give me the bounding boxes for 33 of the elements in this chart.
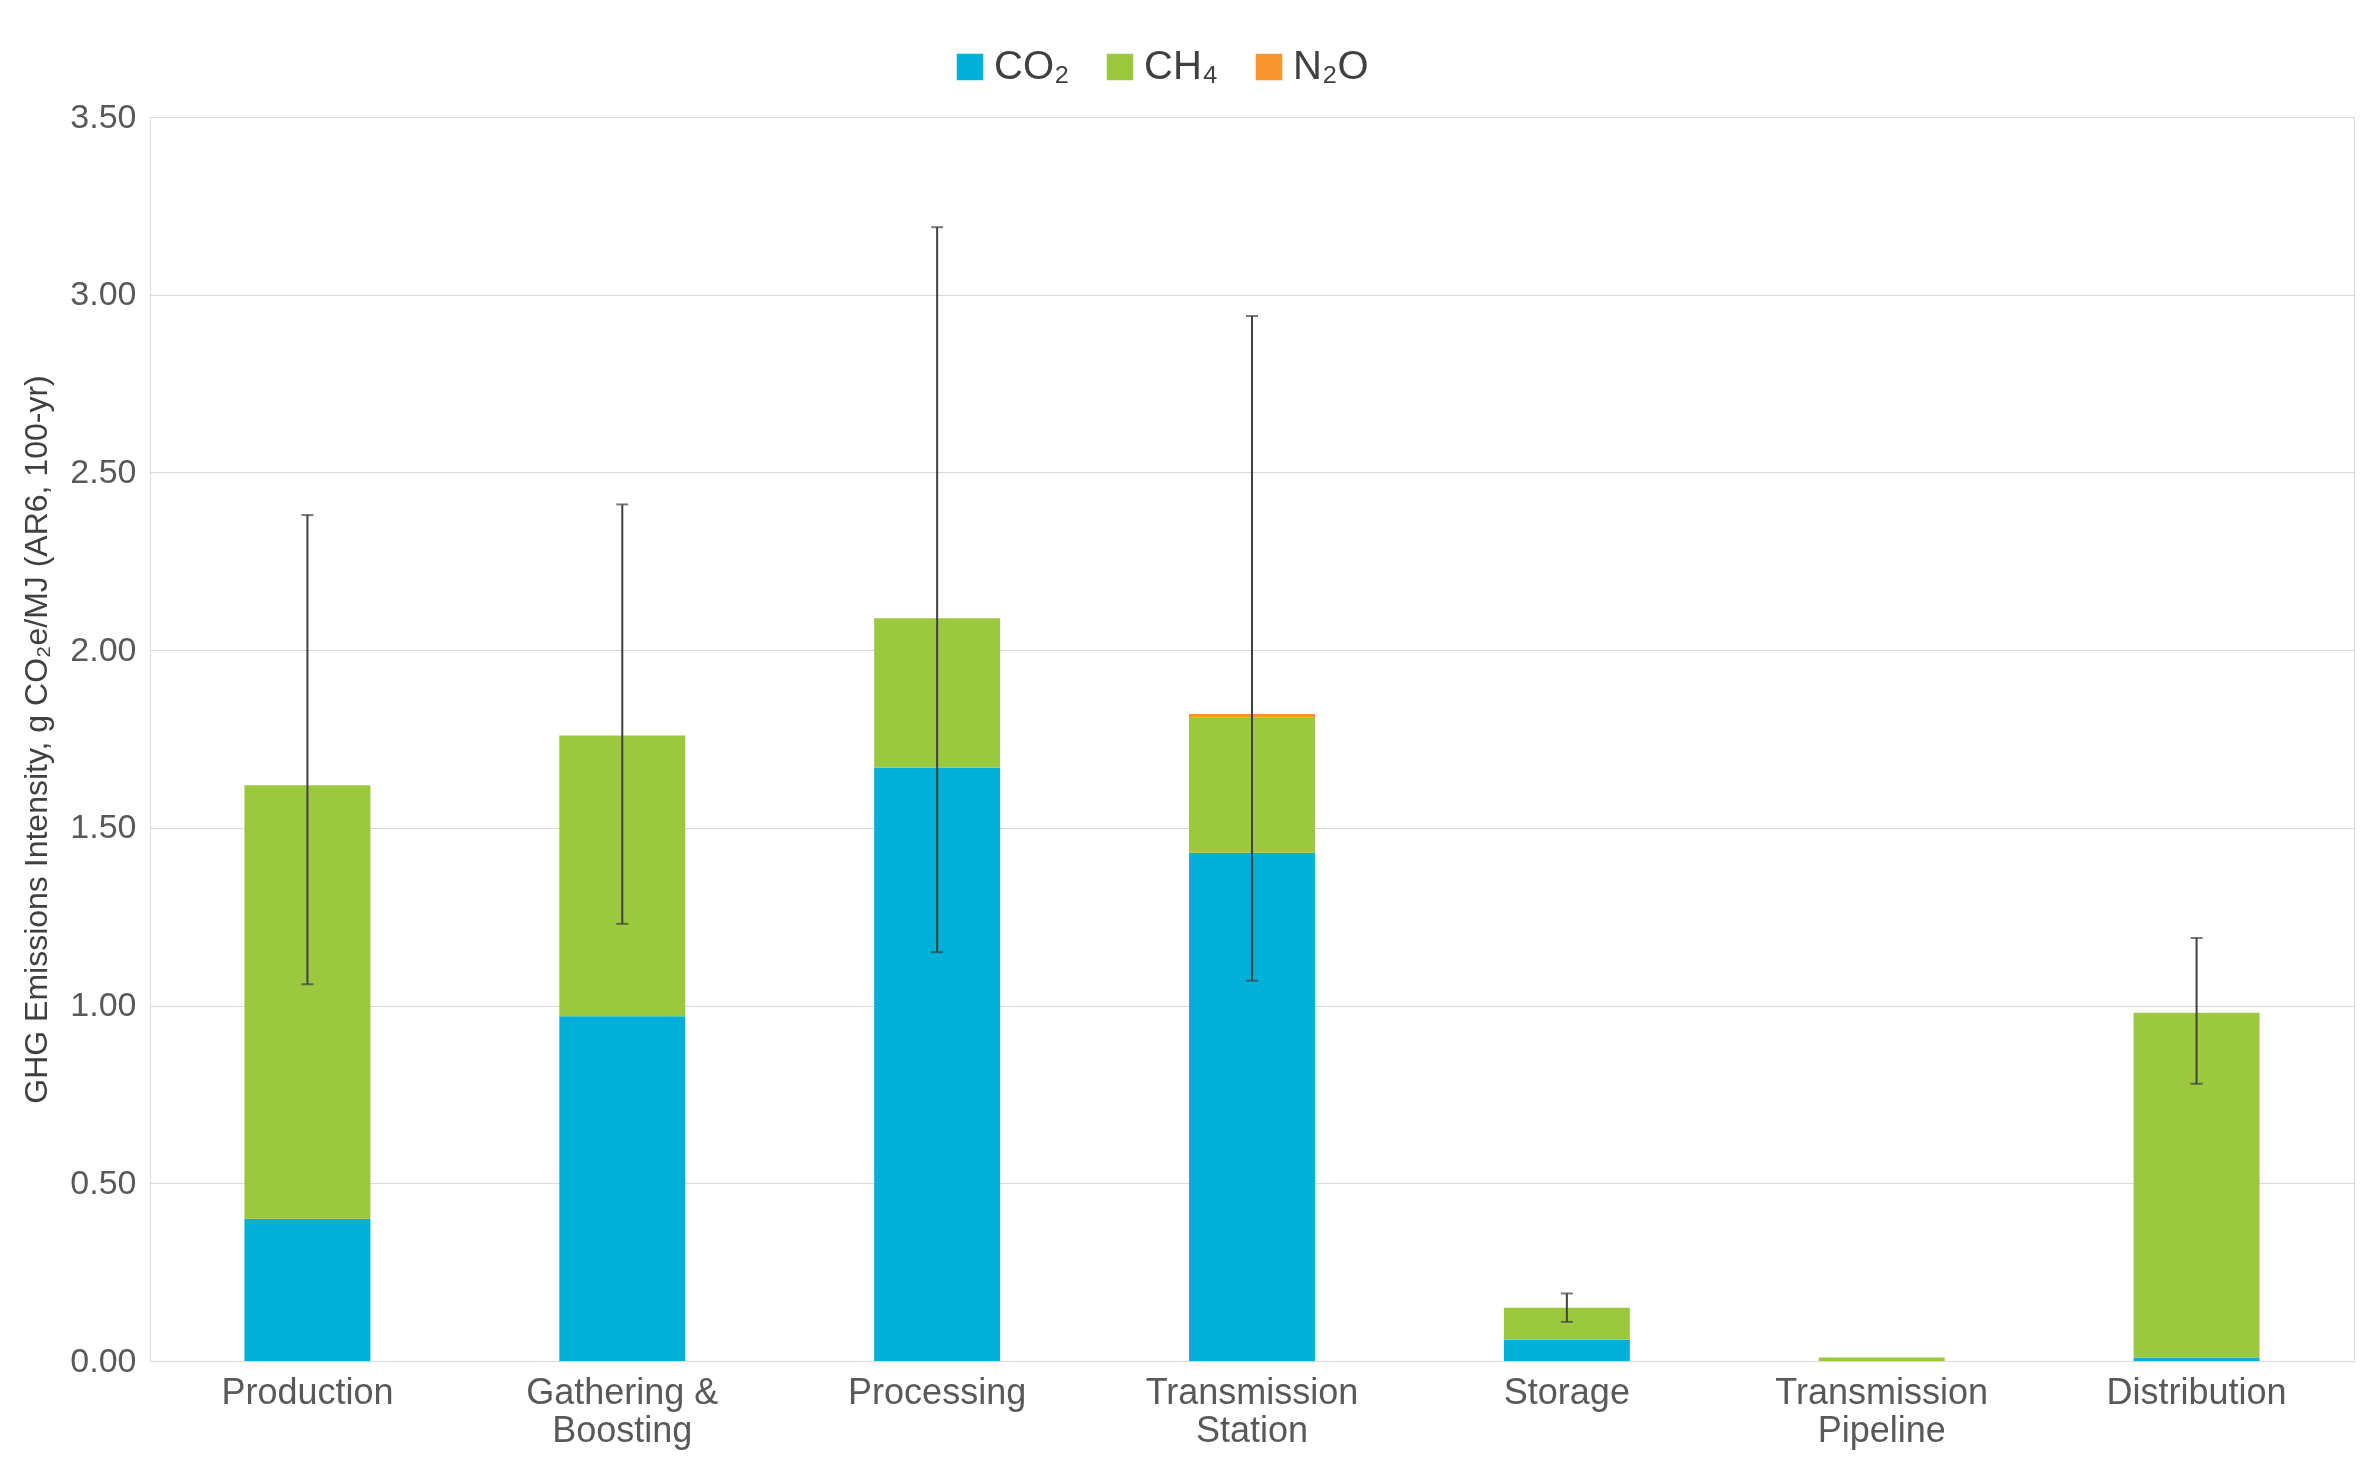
bar	[244, 785, 371, 1219]
y-tick-label: 3.00	[70, 274, 137, 313]
bar	[874, 767, 1001, 1361]
y-tick-label: 3.50	[70, 96, 137, 135]
x-tick-label: Gathering & Boosting	[526, 1370, 719, 1450]
x-tick-label: Production	[221, 1370, 394, 1412]
bar	[1503, 1339, 1630, 1361]
bar	[1503, 1307, 1630, 1340]
y-axis-title: GHG Emissions Intensity, g CO₂e/MJ (AR6, 100-yr)	[18, 375, 55, 1104]
bar	[2133, 1357, 2260, 1361]
legend-label: CO₂	[994, 43, 1070, 87]
bar	[1189, 852, 1315, 1361]
x-tick-label: Processing	[848, 1370, 1027, 1412]
legend-label: N₂O	[1293, 43, 1369, 87]
y-tick-label: 0.50	[70, 1162, 137, 1201]
bar	[559, 735, 686, 1017]
bar	[244, 1218, 371, 1361]
bar	[559, 1016, 686, 1361]
legend-label: CH₄	[1144, 43, 1219, 87]
x-tick-label: Distribution	[2106, 1370, 2287, 1412]
x-tick-label: Transmission Pipeline	[1775, 1370, 1989, 1450]
bar	[1189, 717, 1315, 853]
bar	[1818, 1357, 1945, 1361]
y-tick-label: 1.00	[70, 985, 137, 1024]
y-tick-label: 2.00	[70, 629, 137, 668]
x-tick-label: Transmission Station	[1145, 1370, 1359, 1450]
y-tick-label: 2.50	[70, 451, 137, 490]
bar	[874, 618, 1001, 768]
y-tick-label: 1.50	[70, 807, 137, 846]
bar	[1189, 714, 1315, 718]
bar	[2133, 1012, 2260, 1358]
x-tick-label: Storage	[1503, 1370, 1630, 1412]
y-tick-label: 0.00	[70, 1340, 137, 1379]
